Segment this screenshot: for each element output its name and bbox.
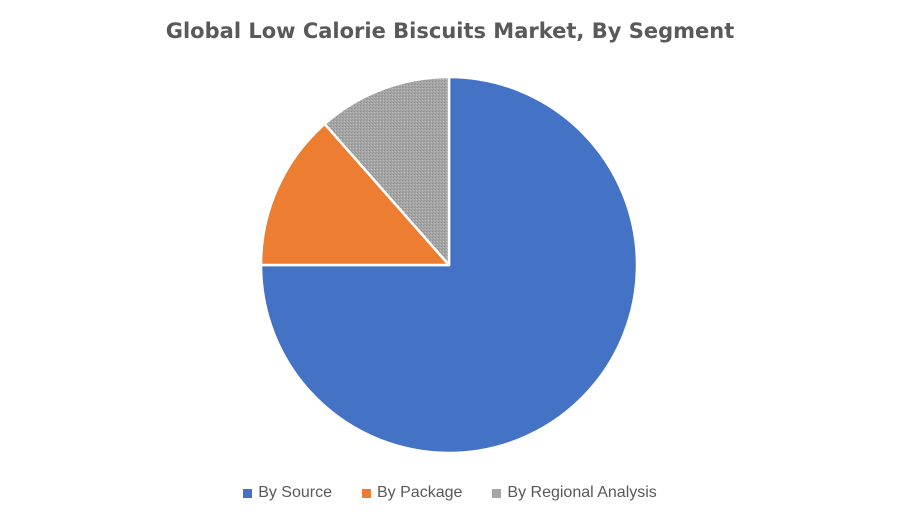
- legend-label-regional-analysis: By Regional Analysis: [507, 484, 657, 501]
- legend-label-source: By Source: [258, 484, 332, 501]
- legend-item-regional-analysis: By Regional Analysis: [492, 484, 657, 502]
- legend-label-package: By Package: [377, 484, 463, 501]
- legend-item-package: By Package: [362, 484, 462, 502]
- legend-swatch-source: [243, 488, 253, 498]
- legend-swatch-package: [362, 488, 371, 498]
- legend-item-source: By Source: [243, 484, 332, 502]
- chart-title: Global Low Calorie Biscuits Market, By S…: [165, 19, 735, 43]
- pie-slice-package: [259, 122, 451, 267]
- legend: By Source By Package By Regional Analysi…: [0, 484, 900, 502]
- pie-slice-regional-analysis: [323, 75, 451, 267]
- legend-swatch-regional-analysis: [492, 488, 502, 498]
